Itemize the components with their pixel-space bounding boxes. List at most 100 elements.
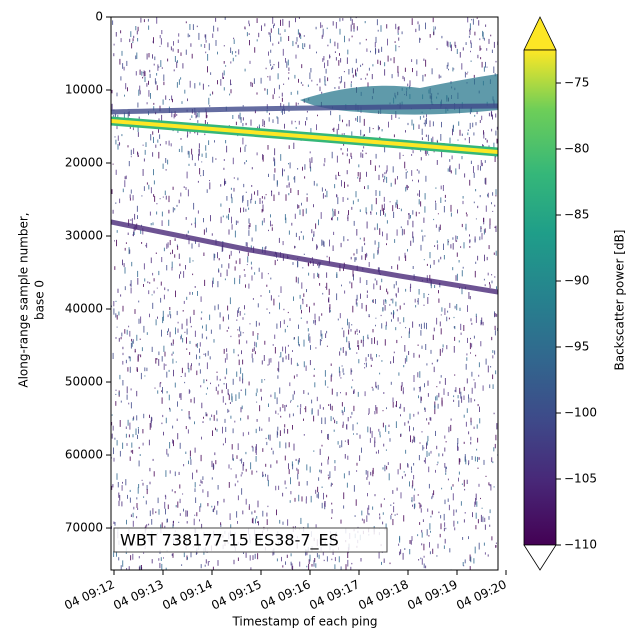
echo-speck bbox=[294, 337, 295, 340]
echo-speck bbox=[148, 26, 149, 30]
echo-speck bbox=[379, 514, 380, 516]
echo-speck bbox=[287, 185, 288, 188]
echo-speck bbox=[408, 464, 409, 468]
echo-speck bbox=[169, 311, 170, 315]
echo-speck bbox=[449, 159, 450, 162]
echo-speck bbox=[227, 330, 228, 332]
echo-speck bbox=[360, 116, 361, 123]
echo-speck bbox=[226, 368, 227, 374]
echo-speck bbox=[317, 487, 318, 492]
echo-speck bbox=[321, 418, 322, 425]
echo-speck bbox=[326, 191, 327, 197]
echo-speck bbox=[381, 360, 382, 362]
echo-speck bbox=[245, 146, 246, 152]
echo-speck bbox=[349, 471, 350, 475]
echo-speck bbox=[472, 512, 473, 517]
echo-speck bbox=[405, 187, 406, 192]
echo-speck bbox=[403, 387, 404, 394]
echo-speck bbox=[143, 483, 144, 486]
echo-speck bbox=[227, 409, 228, 413]
echo-speck bbox=[114, 44, 115, 46]
echo-speck bbox=[264, 218, 265, 223]
echo-speck bbox=[277, 375, 278, 378]
echo-speck bbox=[119, 143, 120, 144]
echo-speck bbox=[429, 453, 430, 456]
echo-speck bbox=[224, 159, 225, 161]
echo-speck bbox=[403, 155, 404, 156]
echo-speck bbox=[239, 278, 240, 284]
colorbar-extend-min bbox=[524, 545, 556, 570]
echo-speck bbox=[354, 257, 355, 262]
echo-speck bbox=[209, 43, 210, 50]
echo-speck bbox=[343, 347, 344, 353]
echo-speck bbox=[212, 92, 213, 95]
echo-speck bbox=[302, 167, 303, 171]
echo-speck bbox=[449, 548, 450, 552]
echo-speck bbox=[139, 86, 140, 91]
echo-speck bbox=[180, 193, 181, 197]
echo-speck bbox=[265, 474, 266, 477]
echo-speck bbox=[481, 322, 482, 325]
echo-speck bbox=[179, 484, 180, 488]
echo-speck bbox=[343, 368, 344, 372]
echo-speck bbox=[409, 213, 410, 219]
echo-speck bbox=[206, 228, 207, 233]
echo-speck bbox=[268, 480, 269, 486]
echo-speck bbox=[122, 380, 123, 386]
echo-speck bbox=[397, 514, 398, 515]
echo-speck bbox=[343, 330, 344, 337]
echo-speck bbox=[256, 456, 257, 462]
echo-speck bbox=[284, 429, 285, 434]
echo-speck bbox=[187, 136, 188, 138]
echo-speck bbox=[119, 375, 120, 379]
echo-speck bbox=[278, 73, 279, 79]
echo-speck bbox=[203, 218, 204, 222]
echo-speck bbox=[202, 489, 203, 492]
echo-speck bbox=[351, 207, 352, 210]
echo-speck bbox=[308, 335, 309, 341]
echo-speck bbox=[453, 510, 454, 516]
echo-speck bbox=[383, 208, 384, 215]
echo-speck bbox=[421, 505, 422, 508]
echo-speck bbox=[405, 130, 406, 132]
echo-speck bbox=[234, 560, 235, 564]
echo-speck bbox=[154, 471, 155, 476]
echo-speck bbox=[478, 468, 479, 469]
echo-speck bbox=[121, 501, 122, 506]
echo-speck bbox=[458, 400, 459, 407]
echo-speck bbox=[269, 359, 270, 365]
echo-speck bbox=[380, 286, 381, 291]
echo-speck bbox=[153, 137, 154, 143]
echo-speck bbox=[166, 244, 167, 249]
echo-speck bbox=[420, 116, 421, 120]
echo-speck bbox=[369, 262, 370, 267]
echo-speck bbox=[143, 443, 144, 446]
echo-speck bbox=[178, 33, 179, 36]
echo-speck bbox=[252, 275, 253, 280]
echo-speck bbox=[190, 451, 191, 457]
echo-speck bbox=[168, 289, 169, 291]
echo-speck bbox=[423, 519, 424, 522]
echo-speck bbox=[480, 166, 481, 171]
echo-speck bbox=[339, 175, 340, 176]
echo-speck bbox=[485, 284, 486, 286]
echo-speck bbox=[491, 274, 492, 275]
echo-speck bbox=[204, 44, 205, 48]
echo-speck bbox=[277, 116, 278, 118]
echo-speck bbox=[443, 185, 444, 191]
echo-speck bbox=[213, 26, 214, 32]
echo-speck bbox=[156, 319, 157, 325]
echo-speck bbox=[411, 540, 412, 544]
echo-speck bbox=[330, 39, 331, 43]
echo-speck bbox=[120, 420, 121, 427]
echo-speck bbox=[240, 208, 241, 213]
echo-speck bbox=[144, 278, 145, 281]
echo-speck bbox=[138, 132, 139, 137]
echo-speck bbox=[324, 560, 325, 561]
echo-speck bbox=[297, 37, 298, 42]
echo-speck bbox=[173, 370, 174, 377]
echo-speck bbox=[356, 229, 357, 236]
echo-speck bbox=[402, 476, 403, 479]
echo-speck bbox=[449, 318, 450, 320]
echo-speck bbox=[328, 459, 329, 464]
